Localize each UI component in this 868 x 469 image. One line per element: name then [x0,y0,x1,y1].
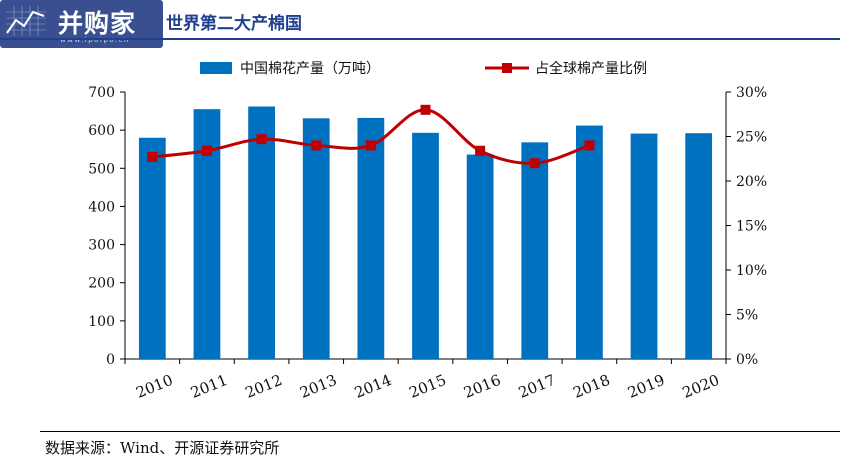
legend-bar-label: 中国棉花产量（万吨） [240,60,380,77]
share-point-2011 [201,145,212,156]
y-left-tick-label: 500 [88,161,115,177]
bar-2012 [248,106,275,359]
share-point-2012 [256,134,267,145]
legend-line-label: 占全球棉产量比例 [535,60,647,77]
source-divider [40,431,840,432]
share-point-2014 [365,140,376,151]
y-left-tick-label: 600 [88,123,115,139]
bar-2016 [466,154,494,359]
share-line [147,104,595,169]
share-point-2017 [529,158,540,169]
logo-chart-icon [6,6,46,36]
bars [138,106,713,360]
share-point-2018 [584,140,595,151]
x-tick-label-2019: 2019 [625,371,667,402]
title-divider [0,38,840,40]
axes: 0 100 200 300 400 500 600 700 0% 5% 10% 15% 20% 25% 30… [88,85,767,368]
x-tick-label-2012: 2012 [243,371,285,402]
share-point-2016 [475,145,486,156]
y-right-tick-label: 20% [736,174,767,190]
x-tick-label-2013: 2013 [297,371,339,402]
y-right-tick-label: 30% [736,85,767,101]
y-left-tick-label: 200 [88,276,115,292]
y-left-tick-label: 700 [88,85,115,101]
bar-2014 [357,117,385,360]
legend-bar-swatch [200,62,232,74]
page-title: 世界第二大产棉国 [166,14,302,34]
logo-text: 并购家 [58,9,137,38]
y-right-tick-label: 25% [736,130,767,146]
source-note: 数据来源：Wind、开源证券研究所 [45,439,280,457]
share-point-2013 [311,140,322,151]
legend: 中国棉花产量（万吨） 占全球棉产量比例 [200,60,647,77]
x-tick-label-2016: 2016 [461,371,503,402]
y-left-tick-label: 300 [88,238,115,254]
bar-2017 [521,142,549,359]
bar-2013 [302,118,330,359]
bar-2015 [412,132,439,359]
legend-line-marker [502,63,512,73]
logo: 并购家 www.ipoipo.cn [0,0,163,48]
bar-2018 [576,125,603,360]
x-tick-label-2018: 2018 [570,371,612,402]
bar-2020 [685,133,713,359]
x-tick-label-2010: 2010 [133,371,175,402]
y-right-tick-label: 0% [736,352,758,368]
y-right-tick-label: 10% [736,263,767,279]
x-tick-label-2015: 2015 [407,371,449,402]
y-right-tick-label: 15% [736,219,767,235]
x-tick-label-2017: 2017 [516,371,558,402]
bar-2019 [630,133,658,359]
chart: 中国棉花产量（万吨） 占全球棉产量比例 0 100 200 300 400 500 600 7… [88,60,767,402]
header: 并购家 www.ipoipo.cn 世界第二大产棉国 [0,0,868,50]
share-point-2015 [420,104,431,115]
y-left-tick-label: 400 [88,199,115,215]
logo-url: www.ipoipo.cn [60,36,130,44]
y-left-tick-label: 100 [88,314,115,330]
x-tick-labels: 2010 2011 2012 2013 2014 2015 2016 2017 2018 2019… [133,371,722,402]
bar-2010 [138,137,166,359]
x-tick-label-2014: 2014 [352,371,394,402]
share-point-2010 [147,151,158,162]
y-right-tick-label: 5% [736,308,758,324]
x-tick-label-2011: 2011 [188,371,230,402]
x-tick-label-2020: 2020 [680,371,722,402]
y-left-tick-label: 0 [106,352,115,368]
